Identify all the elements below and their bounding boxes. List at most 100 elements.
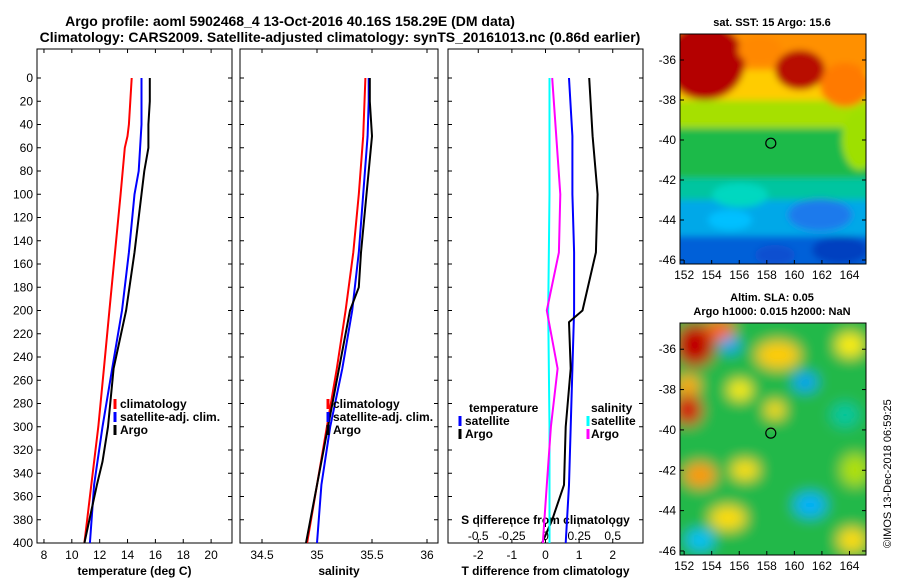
legend-label: satellite — [465, 414, 510, 428]
map-x-tick-label: 160 — [784, 268, 804, 282]
secondary-x-tick-label: 0.5 — [604, 529, 621, 543]
map-y-tick-label: -44 — [659, 213, 677, 227]
legend-label: climatology — [120, 397, 187, 411]
legend-label: satellite-adj. clim. — [120, 410, 220, 424]
map-x-tick-label: 156 — [729, 559, 749, 573]
x-tick-label: 8 — [41, 548, 48, 562]
map-y-tick-label: -38 — [659, 93, 677, 107]
series-line-temperature-argo — [541, 77, 599, 544]
map-y-tick-label: -42 — [659, 463, 677, 477]
sla-map: Altim. SLA: 0.05 Argo h1000: 0.015 h2000… — [659, 292, 867, 573]
y-tick-label: 340 — [13, 466, 33, 480]
profile-panel-difference: -2 -1 0 1 2 T difference from climatology S di… — [447, 48, 644, 578]
figure-title-line1: Argo profile: aoml 5902468_4 13-Oct-2016… — [65, 13, 515, 29]
x-tick-label: 14 — [121, 548, 135, 562]
y-tick-label: 240 — [13, 350, 33, 364]
y-tick-label: 200 — [13, 304, 33, 318]
map-x-tick-label: 158 — [757, 268, 777, 282]
legend-label: satellite — [591, 414, 636, 428]
map-x-tick-label: 164 — [839, 559, 859, 573]
series-line-salinity-argo — [541, 77, 562, 544]
y-tick-label: 0 — [26, 71, 33, 85]
sla-map-subtitle: Argo h1000: 0.015 h2000: NaN — [693, 306, 850, 318]
sst-field — [680, 34, 866, 264]
map-x-tick-label: 158 — [757, 559, 777, 573]
x-tick-label: -1 — [507, 548, 518, 562]
map-y-tick-label: -38 — [659, 383, 677, 397]
series-line-satellite-adj-clim- — [88, 78, 143, 544]
map-y-tick-label: -46 — [659, 544, 677, 558]
series-line-climatology — [306, 77, 367, 544]
x-axis-label-temperature: temperature (deg C) — [77, 564, 191, 578]
map-x-tick-label: 162 — [812, 268, 832, 282]
map-y-tick-label: -46 — [659, 253, 677, 267]
y-tick-label: 20 — [20, 94, 34, 108]
y-tick-label: 260 — [13, 373, 33, 387]
x-tick-label: 35.5 — [360, 548, 384, 562]
figure-title-line2: Climatology: CARS2009. Satellite-adjuste… — [40, 29, 641, 45]
x-tick-label: 0 — [542, 548, 549, 562]
map-x-tick-label: 160 — [784, 559, 804, 573]
secondary-x-tick-label: -0.25 — [498, 529, 526, 543]
legend-label: Argo — [120, 423, 148, 437]
legend-label: Argo — [465, 427, 493, 441]
y-tick-label: 40 — [20, 118, 34, 132]
x-tick-label: 1 — [576, 548, 583, 562]
series-line-argo — [305, 78, 373, 544]
x-tick-label: 10 — [65, 548, 79, 562]
secondary-x-axis-label: S difference from climatology — [461, 513, 630, 527]
x-tick-label: 2 — [609, 548, 616, 562]
x-tick-label: 36 — [420, 548, 434, 562]
map-x-tick-label: 162 — [812, 559, 832, 573]
plot-frame-difference — [447, 48, 644, 544]
secondary-x-tick-label: 0.25 — [567, 529, 591, 543]
x-tick-label: 16 — [149, 548, 163, 562]
y-tick-label: 140 — [13, 234, 33, 248]
legend-group-title: temperature — [469, 401, 539, 415]
series-line-climatology — [83, 77, 133, 544]
profile-panel-temperature: 0 20 40 60 80 100 120 140 160 180 200 220 240 260 280 3… — [13, 48, 233, 578]
y-tick-label: 100 — [13, 187, 33, 201]
sst-map: sat. SST: 15 Argo: 15.6 — [659, 17, 867, 282]
secondary-x-tick-label: -0.5 — [468, 529, 489, 543]
y-tick-label: 60 — [20, 141, 34, 155]
x-tick-label: 12 — [93, 548, 107, 562]
map-y-tick-label: -40 — [659, 423, 677, 437]
map-x-tick-label: 164 — [839, 268, 859, 282]
y-tick-label: 220 — [13, 327, 33, 341]
sla-map-title: Altim. SLA: 0.05 — [730, 292, 814, 304]
x-axis-label-difference: T difference from climatology — [461, 564, 629, 578]
x-tick-label: -2 — [473, 548, 484, 562]
map-x-tick-label: 152 — [674, 559, 694, 573]
legend-label: Argo — [591, 427, 619, 441]
legend-label: satellite-adj. clim. — [333, 410, 433, 424]
map-x-tick-label: 154 — [702, 559, 722, 573]
map-y-tick-label: -36 — [659, 342, 677, 356]
y-tick-label: 380 — [13, 513, 33, 527]
map-y-tick-label: -42 — [659, 173, 677, 187]
plot-frame-salinity — [239, 48, 439, 544]
y-tick-label: 400 — [13, 536, 33, 550]
y-tick-label: 120 — [13, 211, 33, 225]
x-axis-label-salinity: salinity — [318, 564, 360, 578]
y-tick-label: 360 — [13, 490, 33, 504]
series-line-argo — [83, 78, 151, 544]
x-tick-label: 34.5 — [250, 548, 274, 562]
x-tick-label: 20 — [204, 548, 218, 562]
plot-frame-temperature — [36, 48, 233, 544]
y-tick-label: 300 — [13, 420, 33, 434]
watermark: ©IMOS 13-Dec-2018 06:59:25 — [882, 399, 894, 548]
y-tick-label: 180 — [13, 280, 33, 294]
sla-field — [680, 323, 866, 555]
argo-location-marker — [765, 427, 777, 439]
y-tick-label: 80 — [20, 164, 34, 178]
y-tick-label: 160 — [13, 257, 33, 271]
map-x-tick-label: 154 — [702, 268, 722, 282]
x-tick-label: 35 — [310, 548, 324, 562]
map-x-tick-label: 156 — [729, 268, 749, 282]
series-line-satellite-adj-clim- — [316, 78, 370, 544]
x-tick-label: 18 — [177, 548, 191, 562]
legend-label: climatology — [333, 397, 400, 411]
series-line-temperature-satellite — [564, 77, 576, 544]
